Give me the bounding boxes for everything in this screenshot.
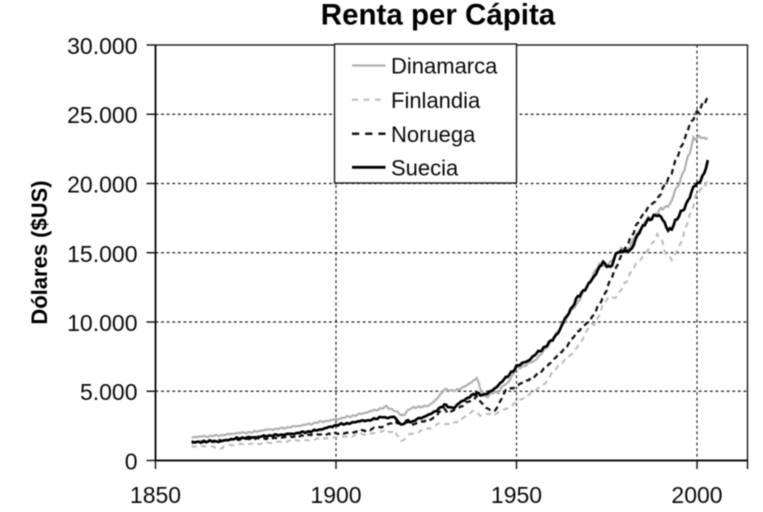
svg-text:Noruega: Noruega — [391, 122, 476, 147]
svg-text:1850: 1850 — [130, 482, 181, 508]
svg-text:30.000: 30.000 — [67, 33, 137, 59]
svg-text:20.000: 20.000 — [67, 172, 137, 198]
svg-text:Finlandia: Finlandia — [391, 88, 481, 113]
svg-text:Suecia: Suecia — [391, 156, 459, 181]
svg-text:15.000: 15.000 — [67, 241, 137, 267]
svg-text:1900: 1900 — [310, 482, 361, 508]
svg-text:Dinamarca: Dinamarca — [391, 54, 498, 79]
svg-text:25.000: 25.000 — [67, 102, 137, 128]
svg-text:2000: 2000 — [671, 482, 722, 508]
svg-text:Dólares ($US): Dólares ($US) — [27, 180, 52, 324]
svg-text:0: 0 — [125, 449, 138, 475]
svg-text:Renta per Cápita: Renta per Cápita — [321, 0, 556, 32]
svg-text:5.000: 5.000 — [80, 379, 138, 405]
svg-text:10.000: 10.000 — [67, 310, 137, 336]
svg-text:1950: 1950 — [491, 482, 542, 508]
